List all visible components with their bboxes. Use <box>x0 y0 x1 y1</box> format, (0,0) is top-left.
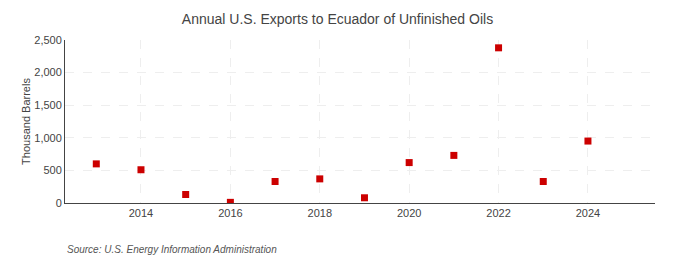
svg-text:2024: 2024 <box>576 207 600 219</box>
svg-text:Source: U.S. Energy Informatio: Source: U.S. Energy Information Administ… <box>67 244 277 255</box>
svg-text:1,500: 1,500 <box>34 99 62 111</box>
svg-text:Annual U.S. Exports to Ecuador: Annual U.S. Exports to Ecuador of Unfini… <box>182 11 493 27</box>
svg-text:2014: 2014 <box>129 207 153 219</box>
svg-text:2,500: 2,500 <box>34 34 62 46</box>
svg-text:Thousand Barrels: Thousand Barrels <box>20 78 32 165</box>
svg-text:2016: 2016 <box>218 207 242 219</box>
svg-text:1,000: 1,000 <box>34 132 62 144</box>
svg-text:2022: 2022 <box>486 207 510 219</box>
svg-text:0: 0 <box>56 197 62 209</box>
svg-text:2020: 2020 <box>397 207 421 219</box>
svg-text:500: 500 <box>43 164 61 176</box>
svg-text:2,000: 2,000 <box>34 66 62 78</box>
svg-text:2018: 2018 <box>308 207 332 219</box>
